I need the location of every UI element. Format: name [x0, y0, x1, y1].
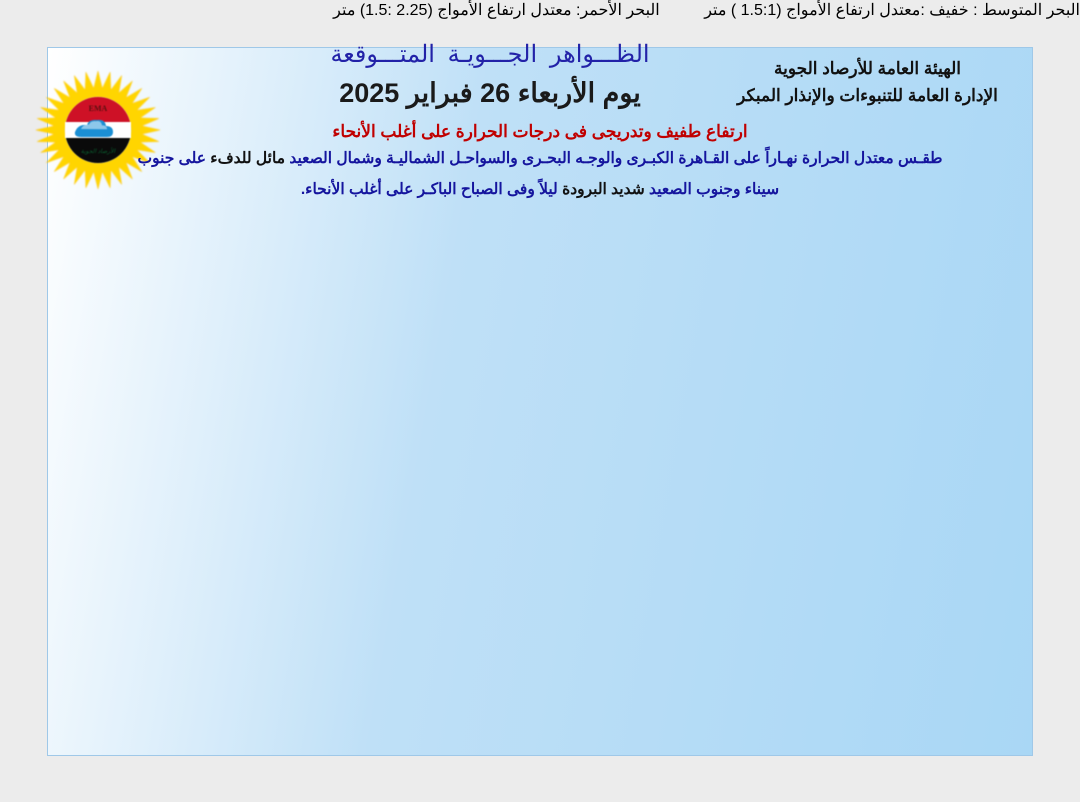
svg-text:EMA: EMA	[89, 104, 108, 113]
